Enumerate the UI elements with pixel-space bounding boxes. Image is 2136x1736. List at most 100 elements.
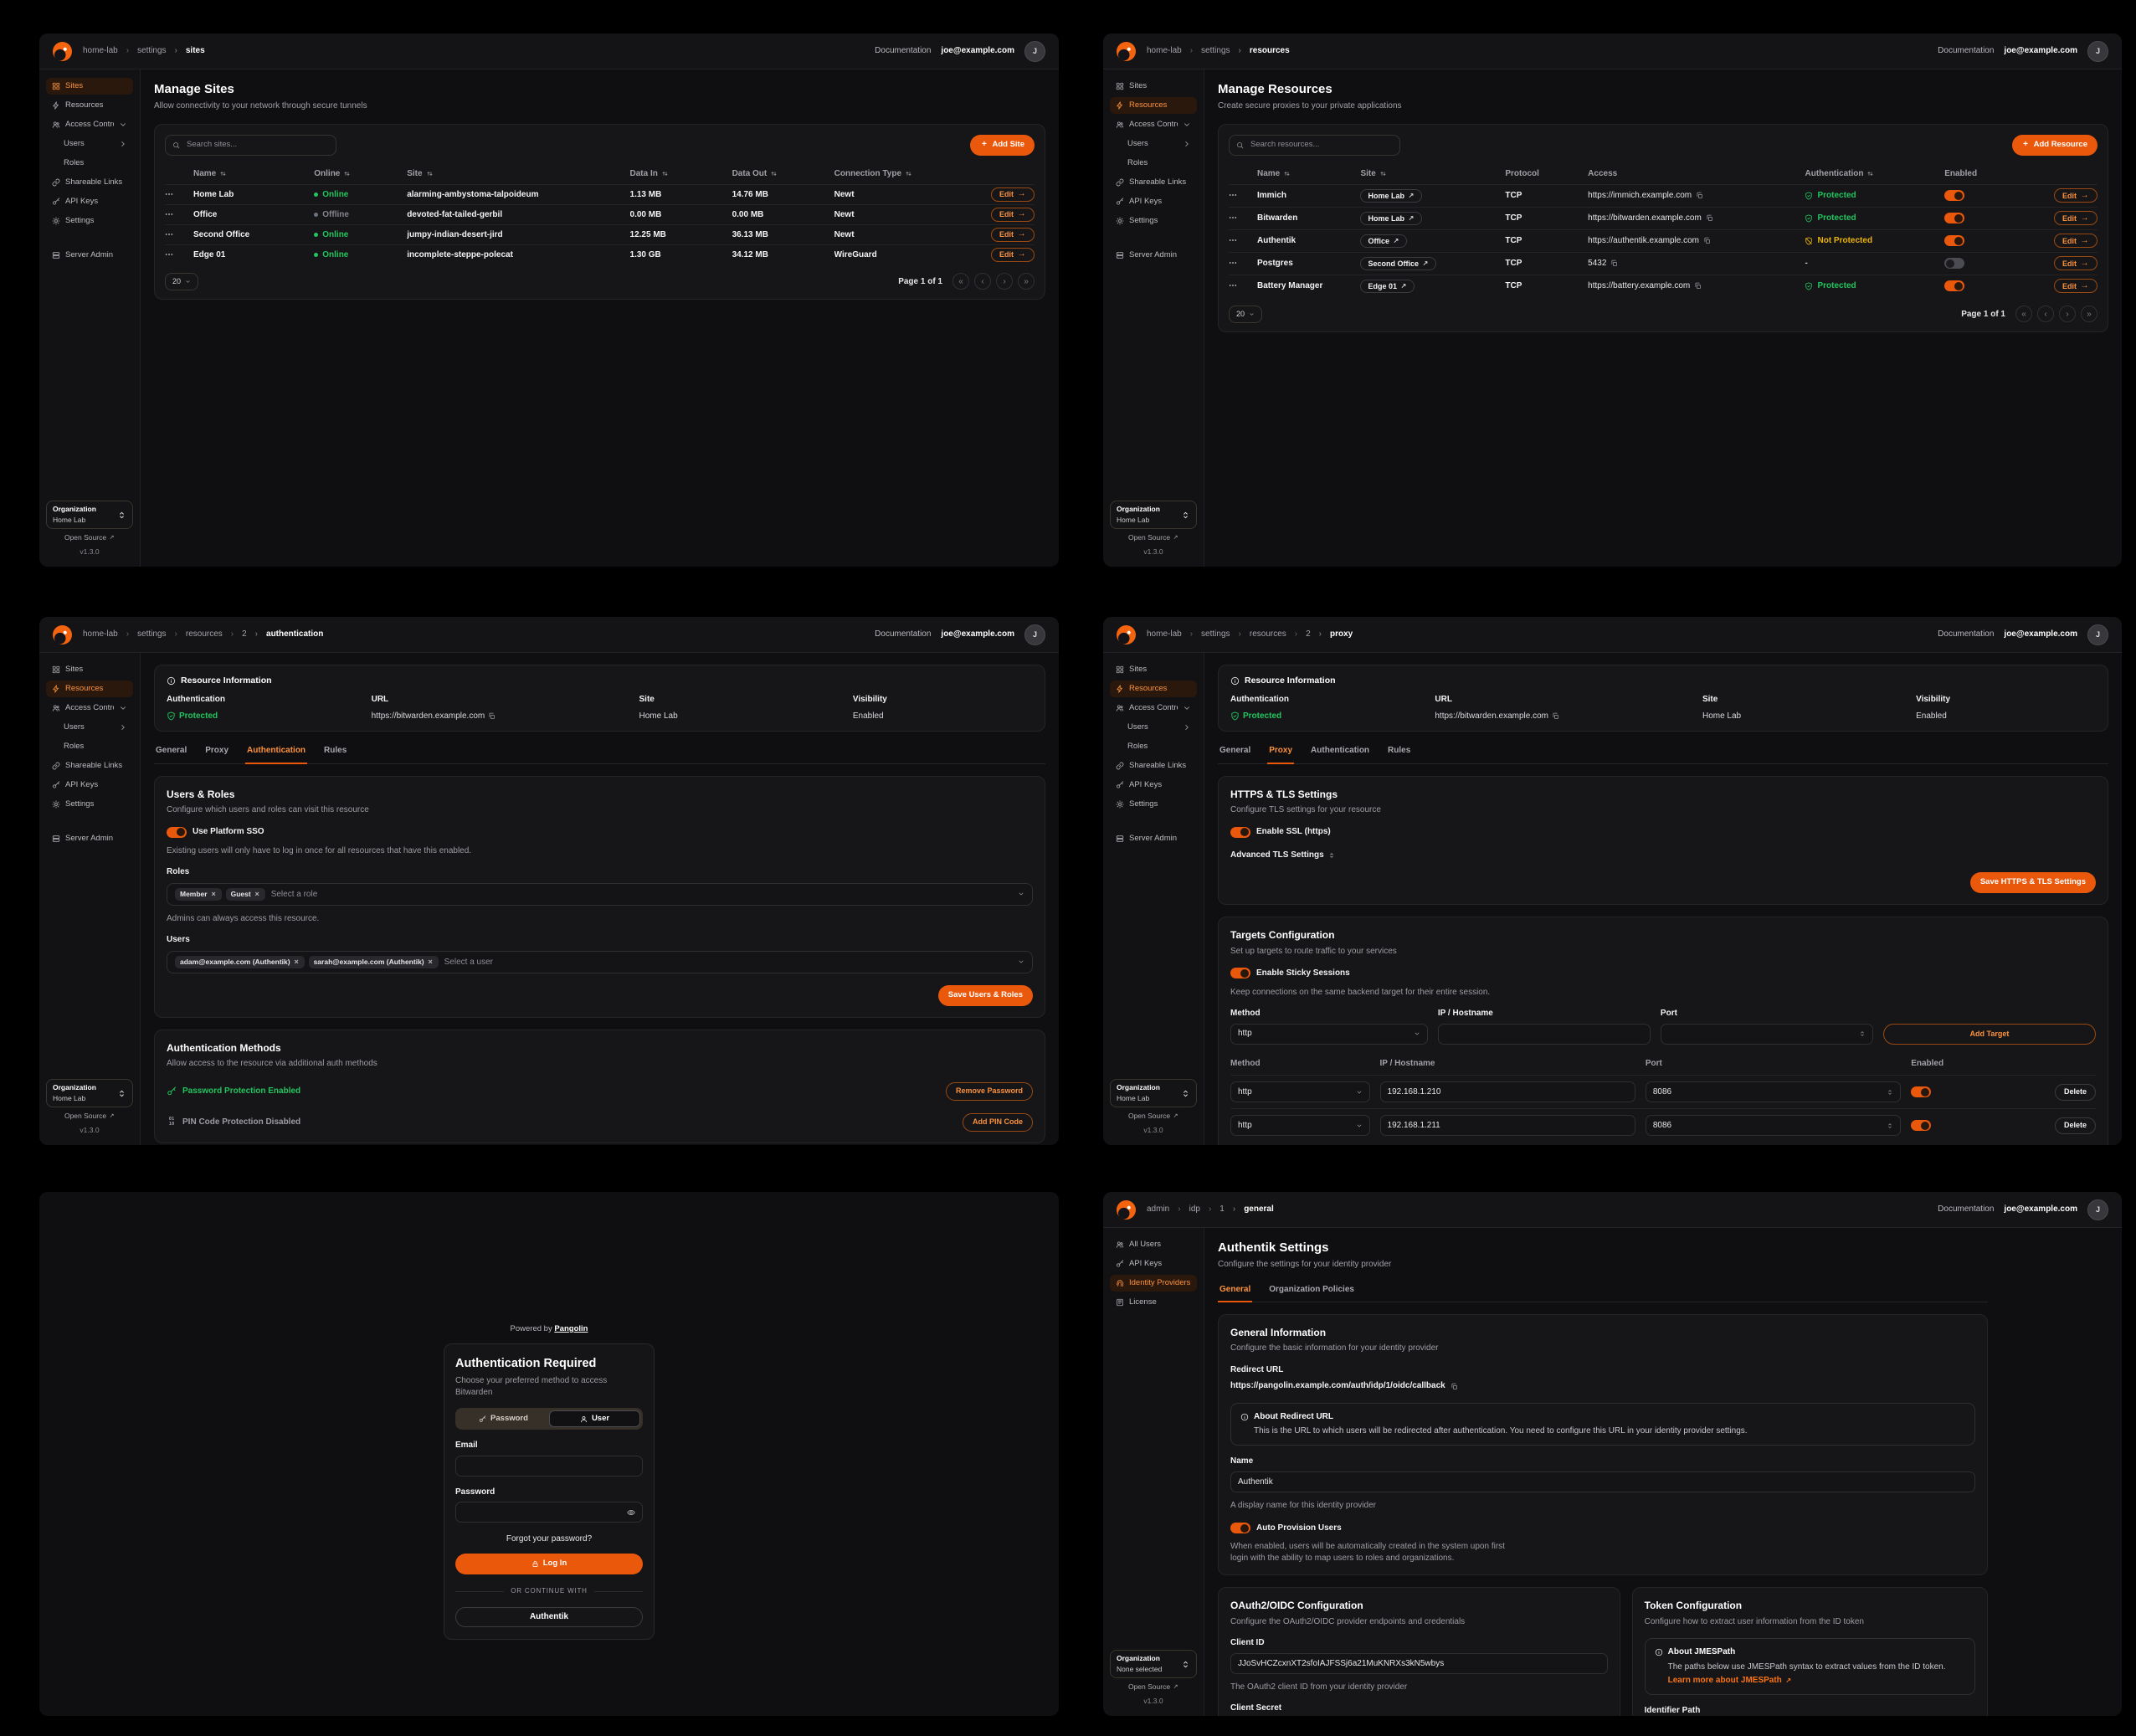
sidebar-item[interactable]: Sites: [46, 78, 133, 95]
open-source-link[interactable]: Open Source ↗: [64, 1112, 115, 1121]
sidebar-item[interactable]: Users: [46, 719, 133, 736]
edit-button[interactable]: Edit →: [991, 227, 1035, 242]
edit-button[interactable]: Edit →: [991, 247, 1035, 262]
target-enabled-toggle[interactable]: [1911, 1120, 1932, 1132]
breadcrumb-item[interactable]: proxy: [1315, 629, 1358, 640]
tab[interactable]: General: [1218, 1281, 1253, 1303]
sidebar-item[interactable]: Users: [1110, 136, 1197, 152]
column-header[interactable]: Protocol: [1505, 169, 1539, 178]
enabled-toggle[interactable]: [1944, 258, 1965, 270]
documentation-link[interactable]: Documentation: [1938, 1204, 1995, 1215]
sidebar-item[interactable]: Roles: [1127, 741, 1148, 751]
row-menu-button[interactable]: ⋯: [1229, 213, 1238, 223]
sticky-sessions-toggle[interactable]: [1230, 968, 1250, 979]
breadcrumb-item[interactable]: general: [1229, 1204, 1278, 1215]
sidebar-item[interactable]: Server Admin: [1110, 247, 1197, 264]
target-port-input[interactable]: 8086: [1645, 1115, 1902, 1137]
avatar[interactable]: J: [2087, 1199, 2108, 1220]
idp-name-input[interactable]: [1230, 1471, 1975, 1493]
pangolin-logo-icon[interactable]: [1117, 624, 1136, 645]
column-header[interactable]: Authentication: [1805, 168, 1944, 180]
site-link[interactable]: Home Lab ↗: [1360, 188, 1422, 203]
enabled-toggle[interactable]: [1944, 280, 1965, 292]
next-page-button[interactable]: ›: [996, 273, 1013, 290]
open-source-link[interactable]: Open Source ↗: [1127, 1112, 1178, 1121]
breadcrumb-item[interactable]: sites: [171, 45, 209, 57]
edit-button[interactable]: Edit →: [2053, 279, 2097, 294]
target-method-select[interactable]: http: [1230, 1115, 1370, 1137]
tab[interactable]: Organization Policies: [1269, 1284, 1354, 1294]
breadcrumb-item[interactable]: idp: [1173, 1204, 1204, 1215]
user-email[interactable]: joe@example.com: [941, 629, 1014, 639]
enabled-toggle[interactable]: [1944, 213, 1965, 224]
sidebar-item[interactable]: Settings: [46, 213, 133, 229]
org-selector[interactable]: Organization Home Lab: [46, 1079, 133, 1108]
sidebar-item[interactable]: API Keys: [1110, 1256, 1197, 1272]
breadcrumb-item[interactable]: 2: [227, 629, 251, 640]
site-link[interactable]: Home Lab ↗: [1360, 211, 1422, 225]
role-chip[interactable]: Member ×: [175, 887, 222, 901]
copy-icon[interactable]: [1696, 192, 1703, 199]
number-stepper-icon[interactable]: [1859, 1030, 1866, 1037]
sidebar-item[interactable]: Roles: [64, 157, 85, 167]
pangolin-logo-icon[interactable]: [53, 624, 72, 645]
sidebar-item[interactable]: Sites: [1110, 661, 1197, 678]
copy-icon[interactable]: [1552, 712, 1559, 720]
org-selector[interactable]: Organization Home Lab: [1110, 1079, 1197, 1108]
client-id-input[interactable]: [1230, 1652, 1608, 1674]
org-selector[interactable]: Organization None selected: [1110, 1650, 1197, 1679]
sidebar-item[interactable]: Server Admin: [46, 247, 133, 264]
enabled-toggle[interactable]: [1944, 190, 1965, 202]
prev-page-button[interactable]: ‹: [2037, 306, 2054, 323]
add-pin-code-button[interactable]: Add PIN Code: [963, 1112, 1033, 1132]
row-menu-button[interactable]: ⋯: [165, 229, 174, 239]
breadcrumb-item[interactable]: home-lab: [83, 629, 118, 639]
edit-button[interactable]: Edit →: [2053, 211, 2097, 226]
password-input[interactable]: [455, 1502, 643, 1523]
table-row[interactable]: ⋯ Immich Home Lab ↗ TCP https://immich.ex…: [1229, 183, 2097, 207]
next-page-button[interactable]: ›: [2059, 306, 2076, 323]
auth-method-tab[interactable]: User: [549, 1410, 640, 1428]
advanced-tls-settings-toggle[interactable]: Advanced TLS Settings: [1230, 850, 2096, 861]
breadcrumb-item[interactable]: authentication: [251, 629, 328, 640]
sidebar-item[interactable]: Settings: [1110, 213, 1197, 229]
copy-icon[interactable]: [1694, 282, 1702, 290]
first-page-button[interactable]: «: [2015, 306, 2032, 323]
site-link[interactable]: Edge 01 ↗: [1360, 279, 1415, 293]
edit-button[interactable]: Edit →: [2053, 188, 2097, 203]
sidebar-item[interactable]: Shareable Links: [1110, 758, 1197, 774]
remove-icon[interactable]: ×: [294, 957, 299, 966]
table-row[interactable]: ⋯ Edge 01 Online incomplete-steppe-polec…: [165, 244, 1035, 265]
method-select[interactable]: http: [1230, 1023, 1428, 1045]
copy-icon[interactable]: [488, 712, 495, 720]
remove-icon[interactable]: ×: [254, 889, 259, 898]
sidebar-item[interactable]: Users: [1110, 719, 1197, 736]
edit-button[interactable]: Edit →: [2053, 256, 2097, 271]
breadcrumb-item[interactable]: home-lab: [83, 46, 118, 56]
sidebar-item[interactable]: Sites: [46, 661, 133, 678]
ip-hostname-input[interactable]: [1437, 1023, 1651, 1045]
table-row[interactable]: ⋯ Authentik Office ↗ TCP https://authenti…: [1229, 229, 2097, 252]
documentation-link[interactable]: Documentation: [875, 629, 932, 639]
sidebar-item[interactable]: API Keys: [1110, 193, 1197, 210]
column-header[interactable]: Data In: [630, 168, 732, 180]
org-selector[interactable]: Organization Home Lab: [1110, 501, 1197, 530]
sidebar-item[interactable]: Server Admin: [46, 830, 133, 847]
save-users-roles-button[interactable]: Save Users & Roles: [937, 984, 1033, 1006]
breadcrumb-item[interactable]: admin: [1147, 1204, 1170, 1215]
column-header[interactable]: Access: [1588, 169, 1618, 178]
add-resource-button[interactable]: + Add Resource: [2011, 134, 2097, 156]
user-email[interactable]: joe@example.com: [2004, 46, 2077, 56]
documentation-link[interactable]: Documentation: [1938, 46, 1995, 56]
column-header[interactable]: Site: [407, 168, 629, 180]
sidebar-item[interactable]: Resources: [1110, 681, 1197, 697]
number-stepper-icon[interactable]: [1887, 1122, 1893, 1129]
remove-icon[interactable]: ×: [428, 957, 433, 966]
edit-button[interactable]: Edit →: [991, 187, 1035, 202]
sidebar-item[interactable]: All Users: [1110, 1236, 1197, 1253]
breadcrumb-item[interactable]: 2: [1291, 629, 1315, 640]
email-input[interactable]: [455, 1455, 643, 1477]
sidebar-item[interactable]: Access Control: [46, 116, 133, 133]
table-row[interactable]: ⋯ Battery Manager Edge 01 ↗ TCP https://b…: [1229, 274, 2097, 297]
breadcrumb-item[interactable]: 1: [1204, 1204, 1229, 1215]
